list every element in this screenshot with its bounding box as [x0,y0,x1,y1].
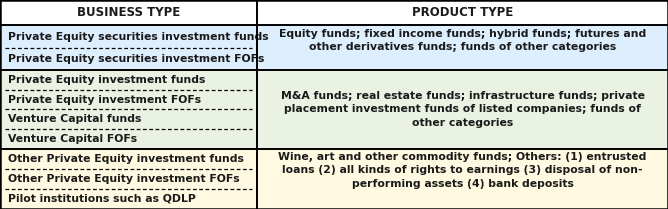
Bar [0,70,668,149]
Text: Venture Capital funds: Venture Capital funds [8,114,142,124]
Text: Pilot institutions such as QDLP: Pilot institutions such as QDLP [8,194,196,204]
Bar [0,0,668,25]
Text: Private Equity investment funds: Private Equity investment funds [8,75,205,85]
Bar [0,149,668,209]
Text: Wine, art and other commodity funds; Others: (1) entrusted
loans (2) all kinds o: Wine, art and other commodity funds; Oth… [279,152,647,189]
Text: Private Equity securities investment FOFs: Private Equity securities investment FOF… [8,54,265,64]
Text: Private Equity investment FOFs: Private Equity investment FOFs [8,95,201,105]
Text: Private Equity securities investment funds: Private Equity securities investment fun… [8,32,269,42]
Text: M&A funds; real estate funds; infrastructure funds; private
placement investment: M&A funds; real estate funds; infrastruc… [281,91,645,128]
Text: Venture Capital FOFs: Venture Capital FOFs [8,134,137,144]
Bar [0,25,668,70]
Text: BUSINESS TYPE: BUSINESS TYPE [77,6,180,19]
Text: Other Private Equity investment FOFs: Other Private Equity investment FOFs [8,174,240,184]
Text: Equity funds; fixed income funds; hybrid funds; futures and
other derivatives fu: Equity funds; fixed income funds; hybrid… [279,29,646,52]
Text: Other Private Equity investment funds: Other Private Equity investment funds [8,154,244,164]
Text: PRODUCT TYPE: PRODUCT TYPE [412,6,513,19]
